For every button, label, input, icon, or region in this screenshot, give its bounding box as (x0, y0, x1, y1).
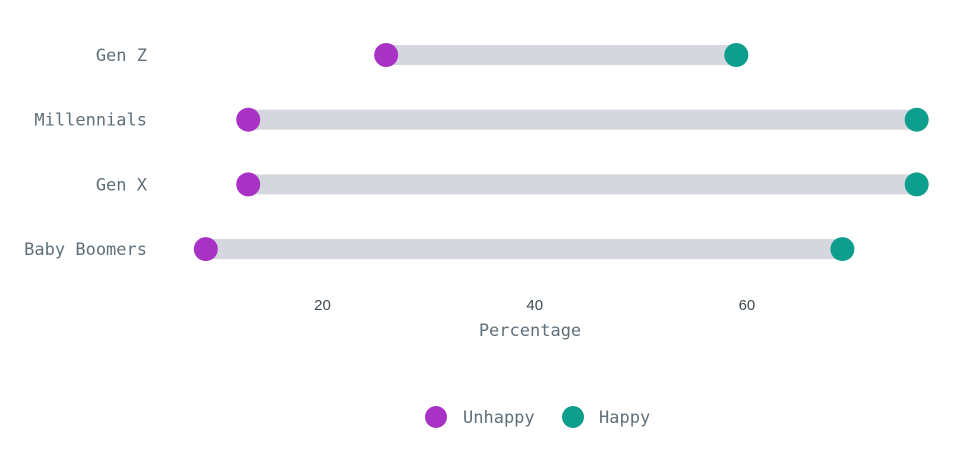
data-points (193, 43, 929, 262)
x-tick-label: 60 (739, 297, 756, 314)
x-tick-label: 40 (526, 297, 543, 314)
x-tick-label: 20 (314, 297, 331, 314)
category-label: Gen X (96, 175, 148, 195)
data-point-unhappy (374, 43, 399, 67)
category-labels: Gen Z Millennials Gen X Baby Boomers (24, 46, 148, 260)
legend: Unhappy Happy (425, 406, 650, 428)
range-bar (248, 109, 917, 130)
data-point-happy (724, 43, 749, 67)
data-point-unhappy (193, 237, 218, 262)
category-label: Baby Boomers (24, 240, 147, 260)
data-point-happy (830, 237, 855, 262)
legend-label-unhappy: Unhappy (463, 408, 535, 428)
data-point-unhappy (236, 172, 261, 197)
legend-swatch-happy (562, 406, 584, 428)
legend-swatch-unhappy (425, 406, 447, 428)
range-bar (386, 45, 737, 65)
category-label: Gen Z (96, 46, 147, 66)
legend-label-happy: Happy (599, 408, 650, 428)
x-axis-ticks: 20 40 60 (314, 297, 755, 314)
range-bars (205, 45, 917, 260)
data-point-happy (904, 107, 929, 132)
data-point-happy (904, 172, 929, 197)
range-bar (248, 174, 917, 195)
x-axis-title: Percentage (479, 321, 581, 341)
category-label: Millennials (34, 111, 147, 131)
data-point-unhappy (236, 107, 261, 132)
range-bar (205, 239, 843, 260)
